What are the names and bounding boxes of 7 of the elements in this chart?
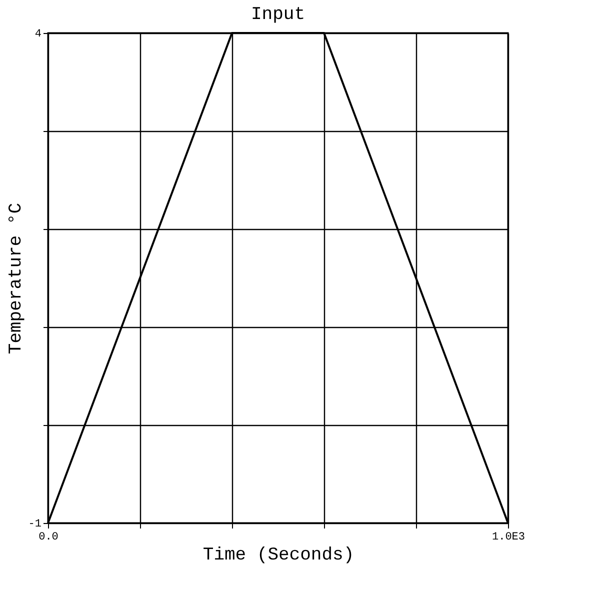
x-axis-title: Time (Seconds) (202, 546, 354, 566)
y-tick-label: 4 (34, 28, 42, 40)
chart-title: Input (250, 5, 306, 25)
y-tick-label: -1 (28, 518, 42, 530)
y-axis-title: Temperature °C (6, 202, 26, 354)
x-tick-label: 0.0 (38, 532, 58, 544)
x-tick-label: 1.0E3 (492, 532, 526, 544)
